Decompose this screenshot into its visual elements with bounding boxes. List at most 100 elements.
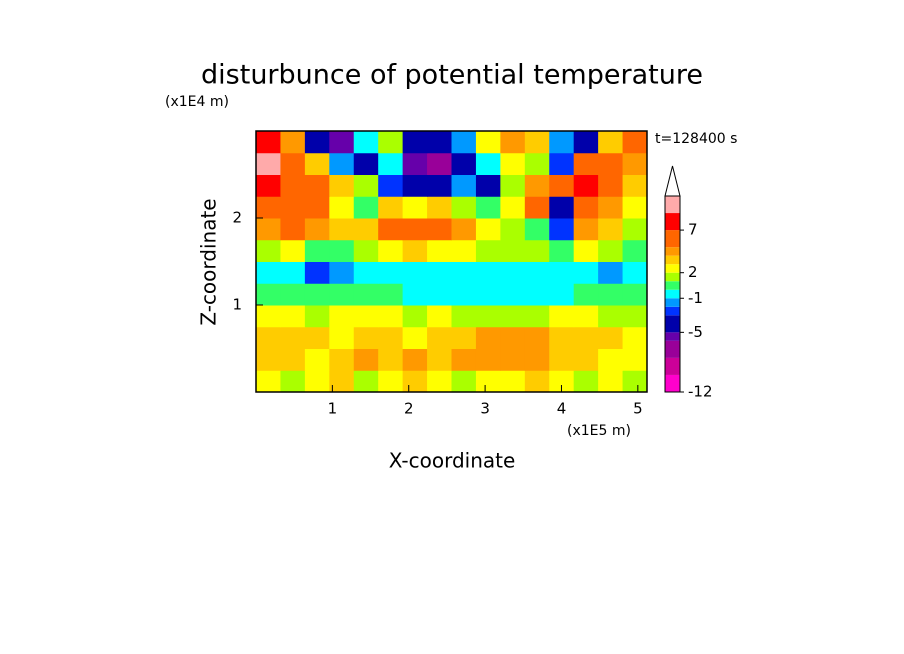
field-cell: [622, 305, 648, 328]
colorbar-box: [665, 272, 680, 282]
field-cell: [598, 131, 624, 154]
colorbar-box: [665, 315, 680, 333]
field-cell: [256, 174, 281, 197]
field-cell: [427, 174, 452, 197]
field-cell: [256, 239, 281, 262]
y-tick-label: 1: [232, 296, 242, 314]
field-cell: [475, 370, 501, 393]
field-cell: [329, 239, 355, 262]
field-cell: [280, 326, 306, 349]
field-cell: [280, 283, 306, 306]
field-cell: [329, 348, 355, 371]
field-cell: [549, 305, 575, 328]
field-cell: [304, 131, 330, 154]
field-cell: [427, 218, 452, 241]
colorbar-box: [665, 264, 680, 273]
colorbar-over: [664, 165, 681, 197]
field-cell: [622, 370, 648, 393]
field-cell: [353, 326, 379, 349]
field-cell: [353, 348, 379, 371]
x-tick-label: 3: [480, 400, 490, 418]
field-cell: [622, 152, 648, 175]
x-tick-label: 1: [328, 400, 338, 418]
field-cell: [598, 218, 624, 241]
colorbar-box: [665, 213, 680, 231]
colorbar-tick-label: -5: [688, 323, 703, 341]
field-cell: [622, 218, 648, 241]
field-cell: [598, 370, 624, 393]
field-cell: [598, 305, 624, 328]
field-cell: [524, 196, 550, 219]
field-cell: [427, 152, 452, 175]
field-cell: [500, 348, 526, 371]
field-cell: [598, 261, 624, 284]
field-cell: [427, 370, 452, 393]
field-cell: [427, 239, 452, 262]
field-cell: [256, 370, 281, 393]
field-cell: [353, 218, 379, 241]
overlay: 1 2 3 4 512-12-5-127: [232, 130, 713, 418]
field-cell: [549, 370, 575, 393]
field-cell: [622, 283, 648, 306]
field-cell: [427, 326, 452, 349]
field-cell: [427, 261, 452, 284]
field-cell: [378, 196, 404, 219]
field-cell: [280, 348, 306, 371]
field-cell: [304, 261, 330, 284]
field-cell: [378, 283, 404, 306]
field-cell: [378, 239, 404, 262]
field-cell: [304, 152, 330, 175]
field-cell: [402, 196, 428, 219]
field-cell: [353, 131, 379, 154]
colorbar-tick-label: -12: [688, 383, 713, 401]
field-cell: [256, 218, 281, 241]
field-cell: [402, 261, 428, 284]
field-cell: [378, 152, 404, 175]
field-cell: [402, 239, 428, 262]
colorbar-box: [665, 281, 680, 290]
field-cell: [451, 174, 477, 197]
field-cell: [524, 370, 550, 393]
field-cell: [475, 305, 501, 328]
field-cell: [524, 348, 550, 371]
field-cell: [500, 174, 526, 197]
field-cell: [475, 196, 501, 219]
field-cell: [475, 283, 501, 306]
y-tick-label: 2: [232, 209, 242, 227]
x-tick-label: 4: [557, 400, 567, 418]
field-cell: [524, 174, 550, 197]
field-cell: [256, 152, 281, 175]
field-cell: [500, 326, 526, 349]
field-cell: [256, 305, 281, 328]
colorbar-frame: [664, 195, 681, 393]
y-unit: (x1E4 m): [165, 94, 229, 110]
field-cell: [451, 131, 477, 154]
field-cell: [353, 305, 379, 328]
field-cell: [353, 283, 379, 306]
field-cell: [475, 174, 501, 197]
field-cell: [451, 152, 477, 175]
field-cell: [402, 152, 428, 175]
field-cell: [475, 152, 501, 175]
field-cell: [500, 196, 526, 219]
field-cell: [329, 174, 355, 197]
field-cell: [622, 131, 648, 154]
field-cell: [573, 305, 599, 328]
colorbar-box: [665, 374, 680, 392]
chart-title: disturbunce of potential temperature: [201, 60, 703, 91]
colorbar-box: [665, 298, 680, 307]
field-cell: [573, 283, 599, 306]
field-cell: [451, 326, 477, 349]
field-cell: [427, 348, 452, 371]
field-cell: [573, 348, 599, 371]
field-cell: [451, 283, 477, 306]
field-cell: [500, 218, 526, 241]
field-cell: [353, 152, 379, 175]
field-cell: [573, 174, 599, 197]
colorbar-box: [665, 332, 680, 341]
field-cell: [573, 370, 599, 393]
field-cell: [451, 239, 477, 262]
colorbar-tick-label: 2: [688, 263, 698, 281]
field-cell: [329, 152, 355, 175]
field-cell: [549, 326, 575, 349]
